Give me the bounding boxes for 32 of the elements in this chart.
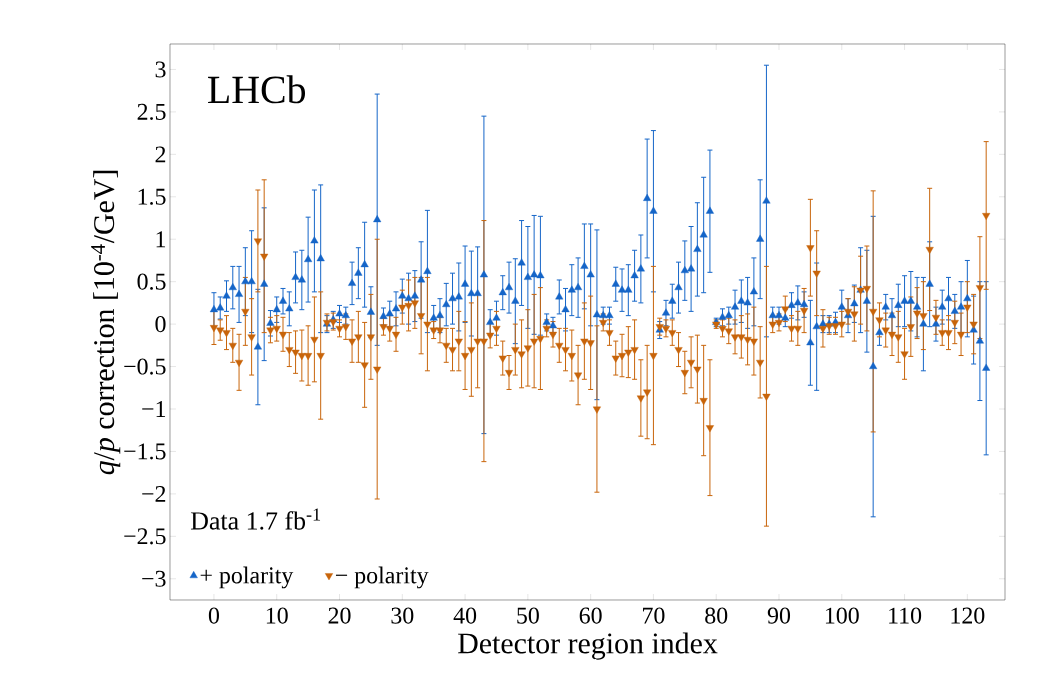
annotation: LHCb [208, 75, 306, 104]
y-tick-label: −0.5 [124, 358, 166, 375]
x-tick-label: 10 [266, 607, 288, 624]
x-tick-label: 50 [517, 607, 539, 624]
legend-label: − polarity [335, 566, 429, 589]
annotation: Data 1.7 fb$^{-1}$ [190, 508, 321, 530]
y-axis-title: q/p correction [10$^{-4}$/GeV] [91, 170, 121, 475]
y-tick-label: 2.5 [137, 103, 166, 120]
x-tick-label: 110 [889, 607, 922, 624]
y-tick-label: 2 [155, 146, 166, 163]
x-tick-label: 120 [951, 607, 985, 624]
x-tick-label: 0 [208, 607, 220, 624]
x-tick-label: 90 [767, 607, 791, 624]
x-tick-label: 30 [391, 607, 414, 624]
y-tick-label: 0.5 [137, 273, 166, 290]
y-tick-label: −1.5 [124, 443, 166, 460]
x-tick-label: 20 [328, 607, 351, 624]
y-tick-label: 0 [155, 316, 166, 333]
legend-label: + polarity [200, 566, 294, 589]
y-tick-label: 1.5 [138, 188, 166, 205]
y-tick-label: 3 [155, 61, 166, 78]
x-tick-label: 70 [643, 607, 665, 624]
y-tick-label: −1 [142, 401, 166, 417]
y-tick-label: 1 [156, 231, 166, 248]
x-tick-label: 40 [453, 607, 477, 624]
x-tick-label: 60 [579, 607, 602, 624]
x-tick-label: 80 [705, 607, 728, 624]
y-tick-label: −3 [142, 570, 166, 587]
x-tick-label: 100 [825, 607, 859, 624]
y-tick-label: −2 [142, 485, 166, 502]
x-axis-title: Detector region index [458, 632, 718, 660]
y-tick-label: −2.5 [124, 528, 166, 545]
